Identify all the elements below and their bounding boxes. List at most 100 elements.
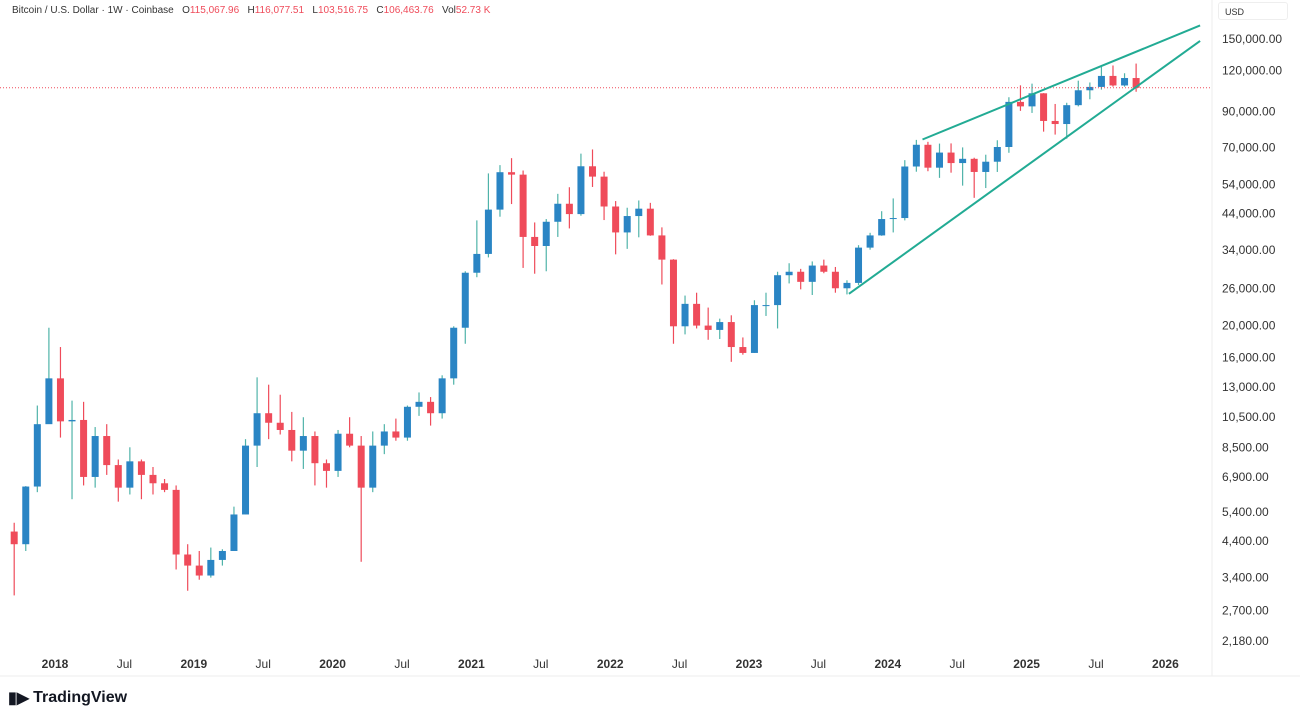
candle-body (669, 259, 677, 327)
candle-body (461, 272, 469, 328)
candle-body (531, 236, 539, 246)
candle-body (924, 144, 932, 168)
candle-body (1005, 101, 1013, 147)
candle-body (265, 413, 273, 423)
candle-body (727, 322, 735, 348)
price-tick-label: 120,000.00 (1222, 64, 1282, 78)
candle-body (554, 203, 562, 222)
candle-body (172, 489, 180, 555)
candle-body (299, 436, 307, 451)
time-tick-label: Jul (950, 657, 965, 671)
time-tick-label: Jul (672, 657, 687, 671)
candle-body (1097, 75, 1105, 87)
time-tick-label: Jul (811, 657, 826, 671)
candle-body (438, 378, 446, 414)
wedge-lower-trendline (848, 40, 1201, 295)
candle-body (878, 219, 886, 236)
time-tick-label: Jul (256, 657, 271, 671)
time-tick-label: 2020 (319, 657, 346, 671)
brand-name: TradingView (33, 689, 128, 706)
candle-body (10, 531, 18, 545)
candle-body (184, 554, 192, 566)
currency-selector[interactable]: USD (1218, 2, 1288, 20)
candle-body (959, 158, 967, 164)
price-tick-label: 34,000.00 (1222, 243, 1276, 257)
candle-body (357, 445, 365, 488)
candle-body (91, 436, 99, 477)
time-tick-label: 2026 (1152, 657, 1179, 671)
candle-body (68, 419, 76, 422)
candle-body (1132, 78, 1140, 88)
candle-body (161, 483, 169, 490)
candle-body (103, 436, 111, 466)
candle-body (207, 559, 215, 576)
candle-body (866, 235, 874, 248)
candle-body (508, 172, 516, 175)
candle-body (635, 208, 643, 217)
price-tick-label: 5,400.00 (1222, 505, 1269, 519)
candle-body (577, 166, 585, 215)
candle-body (843, 282, 851, 289)
time-tick-label: 2021 (458, 657, 485, 671)
candle-body (288, 429, 296, 451)
candle-body (484, 209, 492, 254)
candle-body (831, 271, 839, 289)
price-tick-label: 10,500.00 (1222, 410, 1276, 424)
candle-body (947, 152, 955, 164)
time-tick-label: 2024 (874, 657, 901, 671)
price-tick-label: 20,000.00 (1222, 319, 1276, 333)
candle-body (1016, 101, 1024, 107)
close-label: C (376, 5, 384, 16)
candle-body (785, 271, 793, 276)
candle-body (126, 461, 134, 488)
symbol-legend: Bitcoin / U.S. Dollar · 1W · Coinbase O1… (12, 5, 490, 16)
candle-body (22, 486, 30, 545)
candle-body (623, 216, 631, 233)
candle-body (519, 174, 527, 237)
candle-body (1028, 93, 1036, 107)
candle-body (80, 419, 88, 477)
volume-label: Vol (442, 5, 456, 16)
candle-body (1086, 86, 1094, 91)
candle-body (473, 253, 481, 273)
time-tick-label: Jul (117, 657, 132, 671)
candle-body (276, 422, 284, 430)
low-value: 103,516.75 (317, 5, 369, 16)
candle-body (369, 445, 377, 488)
low-label: L (312, 5, 318, 16)
high-label: H (247, 5, 255, 16)
candle-body (1040, 93, 1048, 121)
price-tick-label: 2,180.00 (1222, 634, 1269, 648)
candle-body (912, 144, 920, 167)
candle-body (195, 565, 203, 576)
candle-body (970, 158, 978, 172)
price-tick-label: 54,000.00 (1222, 177, 1276, 191)
tradingview-logo[interactable]: ▮▶ TradingView (8, 688, 127, 708)
wedge-upper-trendline (922, 24, 1201, 141)
candle-body (380, 431, 388, 446)
candle-body (45, 378, 53, 425)
candle-body (762, 305, 770, 307)
price-tick-label: 70,000.00 (1222, 140, 1276, 154)
candle-body (716, 322, 724, 330)
high-value: 116,077.51 (254, 5, 305, 16)
volume-value: 52.73 K (455, 5, 491, 16)
candle-body (901, 166, 909, 219)
candle-body (496, 172, 504, 210)
price-tick-label: 13,000.00 (1222, 380, 1276, 394)
candle-body (230, 514, 238, 551)
candle-body (311, 436, 319, 464)
candle-body (1109, 75, 1117, 86)
time-tick-label: Jul (394, 657, 409, 671)
candle-body (808, 265, 816, 282)
candle-body (542, 221, 550, 246)
candle-body (646, 208, 654, 236)
price-tick-label: 26,000.00 (1222, 281, 1276, 295)
candle-body (704, 325, 712, 330)
candle-body (1121, 78, 1129, 86)
price-tick-label: 2,700.00 (1222, 603, 1269, 617)
price-tick-label: 90,000.00 (1222, 105, 1276, 119)
price-tick-label: 150,000.00 (1222, 32, 1282, 46)
open-label: O (182, 5, 190, 16)
